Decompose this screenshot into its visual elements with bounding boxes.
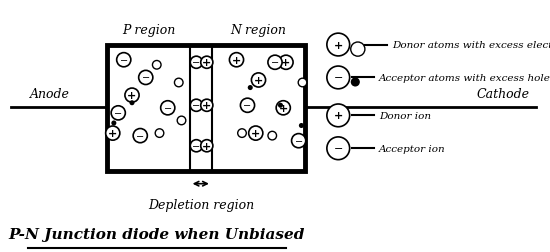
Text: −: − — [114, 108, 122, 118]
Ellipse shape — [279, 56, 293, 70]
Text: Acceptor ion: Acceptor ion — [379, 144, 446, 153]
Text: −: − — [295, 136, 302, 146]
Ellipse shape — [174, 79, 183, 87]
Ellipse shape — [190, 57, 202, 69]
Text: −: − — [192, 58, 200, 68]
Ellipse shape — [125, 89, 139, 103]
Ellipse shape — [251, 74, 266, 88]
Text: +: + — [108, 129, 117, 139]
Ellipse shape — [152, 61, 161, 70]
Text: Anode: Anode — [30, 88, 69, 101]
Ellipse shape — [117, 53, 131, 68]
Ellipse shape — [248, 86, 253, 91]
Text: −: − — [192, 141, 200, 151]
Ellipse shape — [299, 123, 304, 129]
Text: Depletion region: Depletion region — [148, 198, 254, 211]
Ellipse shape — [177, 117, 186, 125]
Text: +: + — [232, 55, 241, 66]
Ellipse shape — [106, 127, 120, 141]
Ellipse shape — [278, 103, 283, 108]
Ellipse shape — [238, 129, 246, 138]
Ellipse shape — [201, 140, 213, 152]
Text: +: + — [334, 111, 343, 121]
Ellipse shape — [276, 101, 290, 115]
Text: P-N Junction diode when Unbiased: P-N Junction diode when Unbiased — [9, 227, 305, 241]
Ellipse shape — [155, 129, 164, 138]
Ellipse shape — [327, 34, 350, 57]
Ellipse shape — [327, 105, 350, 127]
Ellipse shape — [133, 129, 147, 143]
Text: +: + — [251, 129, 260, 139]
Ellipse shape — [111, 121, 117, 126]
Ellipse shape — [111, 106, 125, 120]
Text: −: − — [333, 144, 343, 154]
Text: Donor atoms with excess electrons: Donor atoms with excess electrons — [392, 41, 550, 50]
Text: N region: N region — [230, 24, 287, 37]
Ellipse shape — [190, 140, 202, 152]
Text: −: − — [142, 73, 150, 83]
Ellipse shape — [240, 99, 255, 113]
Text: +: + — [202, 141, 211, 151]
Text: −: − — [136, 131, 144, 141]
Ellipse shape — [190, 100, 202, 112]
Ellipse shape — [249, 127, 263, 141]
Text: −: − — [271, 58, 279, 68]
Ellipse shape — [129, 101, 135, 106]
Text: −: − — [164, 103, 172, 113]
Ellipse shape — [327, 67, 350, 89]
Ellipse shape — [292, 134, 306, 148]
Text: Cathode: Cathode — [477, 88, 530, 101]
Text: −: − — [333, 73, 343, 83]
Text: +: + — [282, 58, 290, 68]
Text: Acceptor atoms with excess holes: Acceptor atoms with excess holes — [379, 74, 550, 83]
Bar — [107, 45, 305, 171]
Ellipse shape — [327, 137, 350, 160]
Ellipse shape — [268, 56, 282, 70]
Text: +: + — [202, 101, 211, 111]
Ellipse shape — [201, 57, 213, 69]
Ellipse shape — [229, 53, 244, 68]
Text: P region: P region — [122, 24, 175, 37]
Text: −: − — [192, 101, 200, 111]
Ellipse shape — [351, 43, 365, 57]
Text: −: − — [120, 55, 128, 66]
Text: +: + — [334, 40, 343, 50]
Text: +: + — [202, 58, 211, 68]
Ellipse shape — [139, 71, 153, 85]
Text: +: + — [279, 103, 288, 113]
Ellipse shape — [351, 78, 360, 87]
Ellipse shape — [268, 132, 277, 140]
Ellipse shape — [298, 79, 307, 87]
Ellipse shape — [161, 101, 175, 115]
Text: +: + — [254, 76, 263, 86]
Ellipse shape — [201, 100, 213, 112]
Text: +: + — [128, 91, 136, 101]
Text: Donor ion: Donor ion — [379, 111, 431, 120]
Text: −: − — [244, 101, 251, 111]
